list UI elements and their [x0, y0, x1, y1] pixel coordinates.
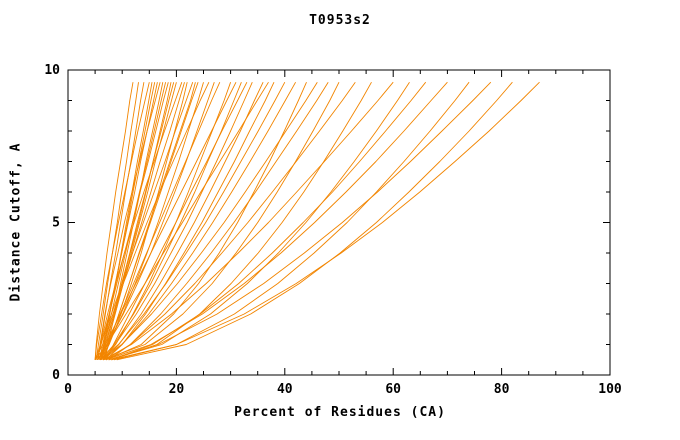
svg-text:40: 40 [277, 382, 293, 397]
svg-text:20: 20 [169, 382, 185, 397]
x-axis-label: Percent of Residues (CA) [234, 405, 446, 420]
svg-text:100: 100 [598, 382, 622, 397]
chart-title: T0953s2 [309, 13, 371, 28]
svg-text:80: 80 [494, 382, 510, 397]
svg-text:0: 0 [64, 382, 72, 397]
svg-text:60: 60 [385, 382, 401, 397]
svg-text:0: 0 [52, 368, 60, 383]
svg-text:10: 10 [44, 63, 60, 78]
svg-text:5: 5 [52, 216, 60, 231]
